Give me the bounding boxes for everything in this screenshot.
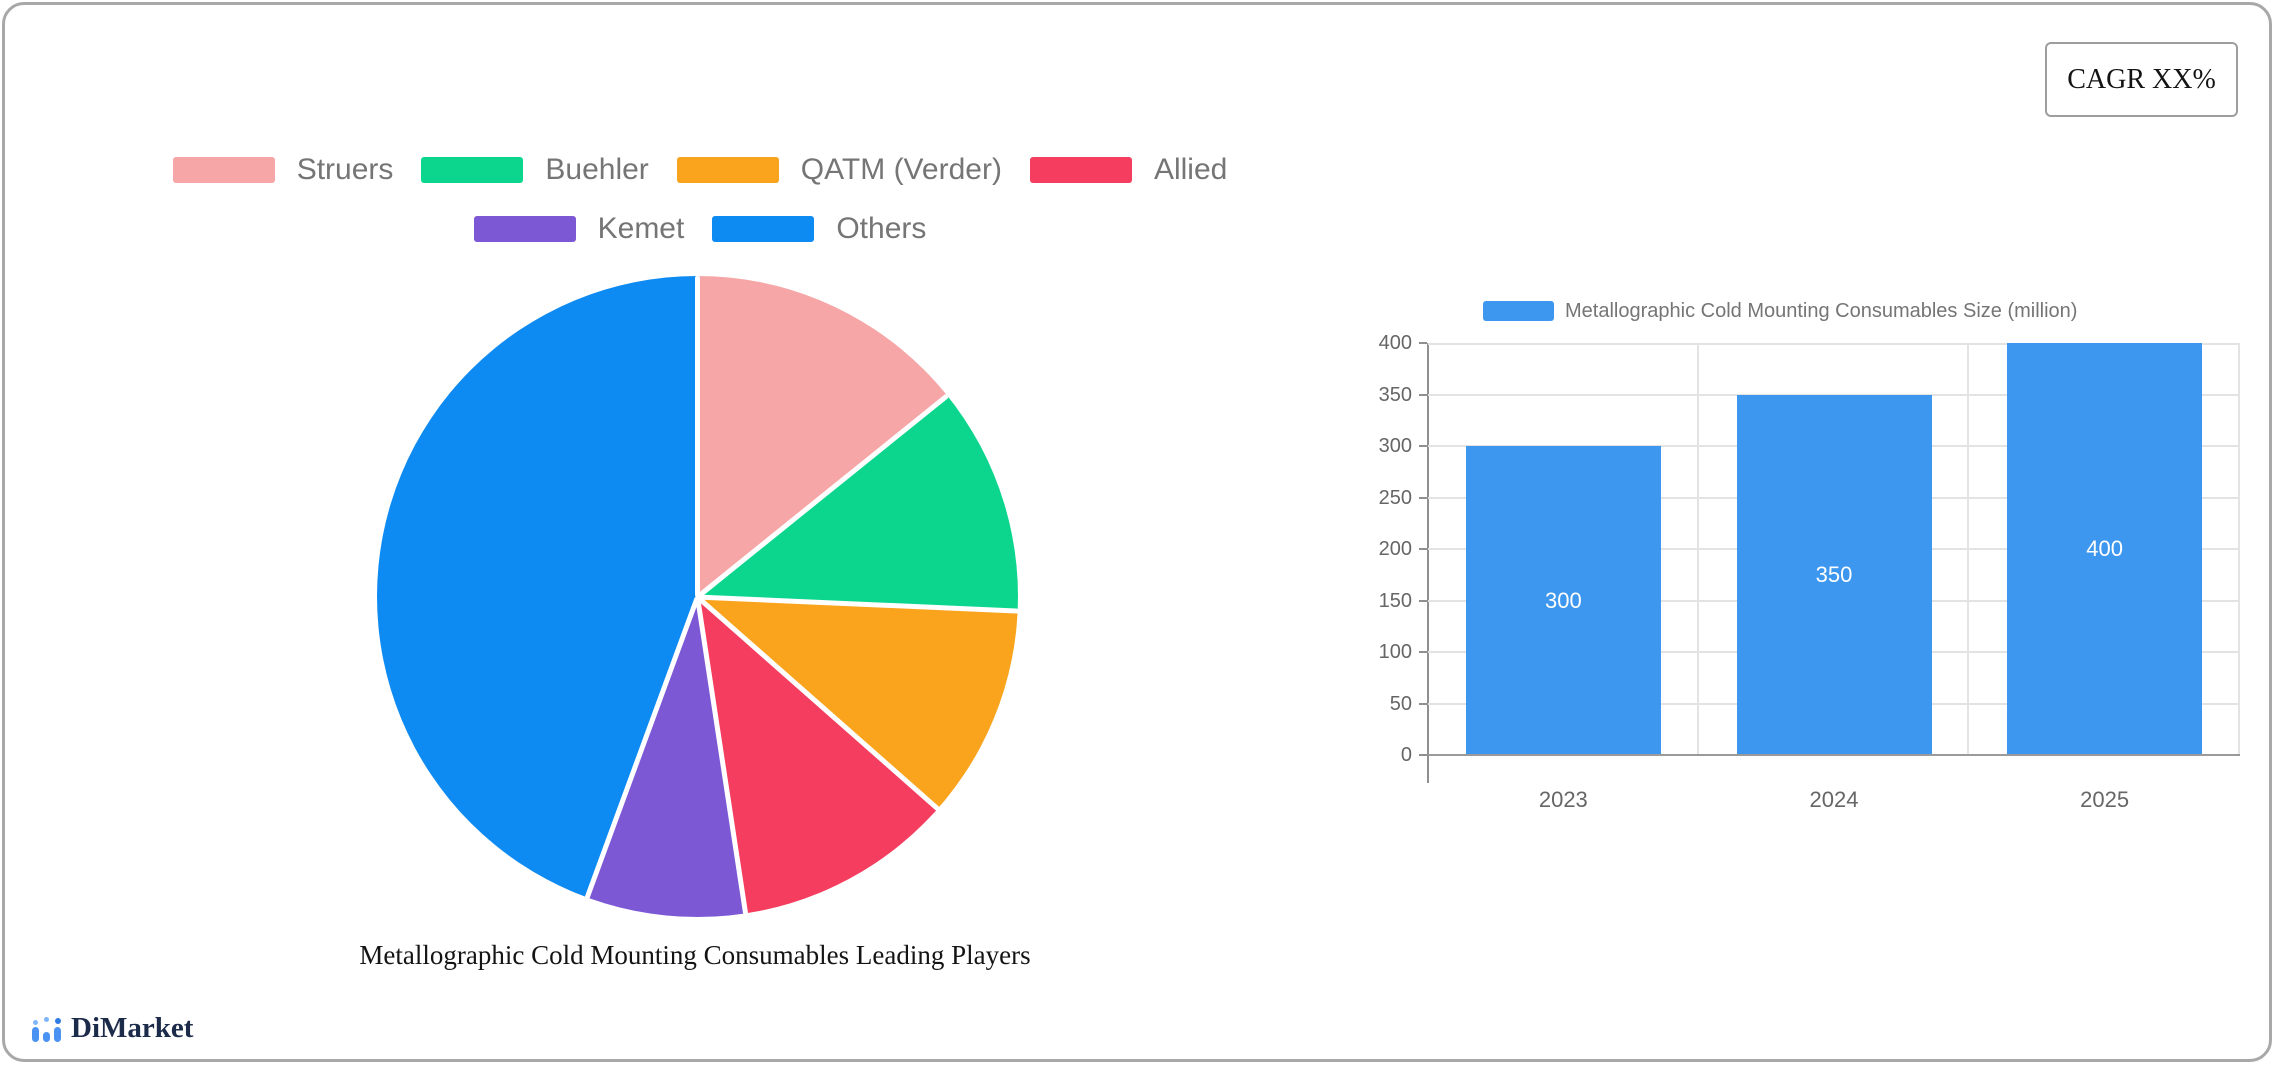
bar-value-label: 300 (1544, 587, 1582, 613)
pie-slice-divider (695, 393, 949, 599)
cagr-badge: CAGR XX% (2045, 42, 2238, 117)
y-axis-tick-label: 50 (1389, 692, 1412, 715)
y-axis-tick-label: 0 (1400, 744, 1412, 766)
legend-label: Kemet (597, 212, 685, 245)
bar-value-label: 400 (2086, 536, 2124, 561)
legend-swatch (172, 157, 275, 183)
bar-2025[interactable] (2007, 343, 2203, 755)
bar-plot-area: 300 350 400 (1428, 343, 2240, 756)
pie-chart[interactable] (377, 276, 1019, 917)
y-axis-tick-label: 300 (1378, 435, 1412, 457)
legend-item-others[interactable]: Others (712, 212, 926, 246)
bar-y-axis-line (1427, 343, 1429, 783)
x-axis-tick-label: 2023 (1538, 787, 1588, 812)
legend-label: QATM (Verder) (800, 153, 1002, 186)
y-axis-tick (1419, 393, 1427, 396)
legend-swatch (712, 216, 815, 242)
y-axis-tick (1419, 496, 1427, 499)
legend-item-qatm-verder-[interactable]: QATM (Verder) (676, 153, 1002, 187)
brand-logo[interactable]: DiMarket (32, 1012, 193, 1043)
legend-item-struers[interactable]: Struers (172, 153, 394, 187)
y-axis-tick-label: 400 (1378, 332, 1412, 354)
y-axis-tick (1419, 548, 1427, 550)
y-axis-tick-label: 100 (1378, 641, 1412, 663)
pie-legend-row-1: Struers Buehler QATM (Verder) Allied (0, 153, 1400, 187)
y-axis-tick (1419, 651, 1427, 653)
legend-item-kemet[interactable]: Kemet (473, 212, 685, 246)
x-axis-tick-label: 2025 (2080, 787, 2130, 812)
pie-slice-divider (697, 594, 1019, 614)
legend-swatch (676, 157, 779, 183)
bar-value-label: 350 (1815, 561, 1853, 587)
pie-slice-divider (584, 596, 700, 900)
cagr-label: CAGR XX% (2067, 63, 2216, 95)
bar-legend-swatch[interactable] (1483, 301, 1554, 321)
legend-swatch (473, 216, 576, 242)
gridline-vertical (2238, 343, 2240, 755)
legend-label: Others (836, 212, 927, 245)
y-axis-tick-label: 250 (1378, 486, 1412, 509)
bar-2023[interactable] (1465, 446, 1661, 755)
y-axis-tick (1419, 754, 1427, 756)
legend-item-buehler[interactable]: Buehler (421, 153, 649, 187)
legend-swatch (1029, 157, 1132, 183)
legend-label: Allied (1153, 153, 1228, 186)
gridline-horizontal (1428, 343, 2240, 345)
y-axis-tick-label: 200 (1378, 538, 1412, 560)
pie-slice-divider (695, 595, 940, 812)
pie-slice-divider (695, 596, 749, 915)
legend-label: Struers (296, 153, 394, 186)
legend-item-allied[interactable]: Allied (1029, 153, 1228, 187)
x-axis-line (1428, 754, 2240, 756)
pie-slice-divider (695, 276, 700, 597)
gridline-vertical (1967, 343, 1970, 755)
pie-legend-row-2: Kemet Others (0, 212, 1400, 246)
y-axis-tick (1419, 702, 1427, 705)
x-axis-tick-label: 2024 (1809, 787, 1859, 812)
gridline-vertical (1696, 343, 1699, 755)
pie-chart-title: Metallographic Cold Mounting Consumables… (359, 940, 1031, 970)
brand-name: DiMarket (71, 1012, 194, 1044)
y-axis-tick-label: 350 (1378, 383, 1412, 406)
y-axis-tick (1419, 445, 1427, 447)
bar-chart-logo-icon (32, 1012, 64, 1042)
y-axis-tick (1419, 599, 1427, 602)
y-axis-tick-label: 150 (1378, 589, 1412, 612)
legend-label: Buehler (545, 153, 649, 186)
bar-2024[interactable] (1736, 394, 1932, 755)
legend-swatch (421, 157, 524, 183)
y-axis-tick (1419, 342, 1427, 344)
bar-legend-label[interactable]: Metallographic Cold Mounting Consumables… (1565, 300, 2078, 322)
